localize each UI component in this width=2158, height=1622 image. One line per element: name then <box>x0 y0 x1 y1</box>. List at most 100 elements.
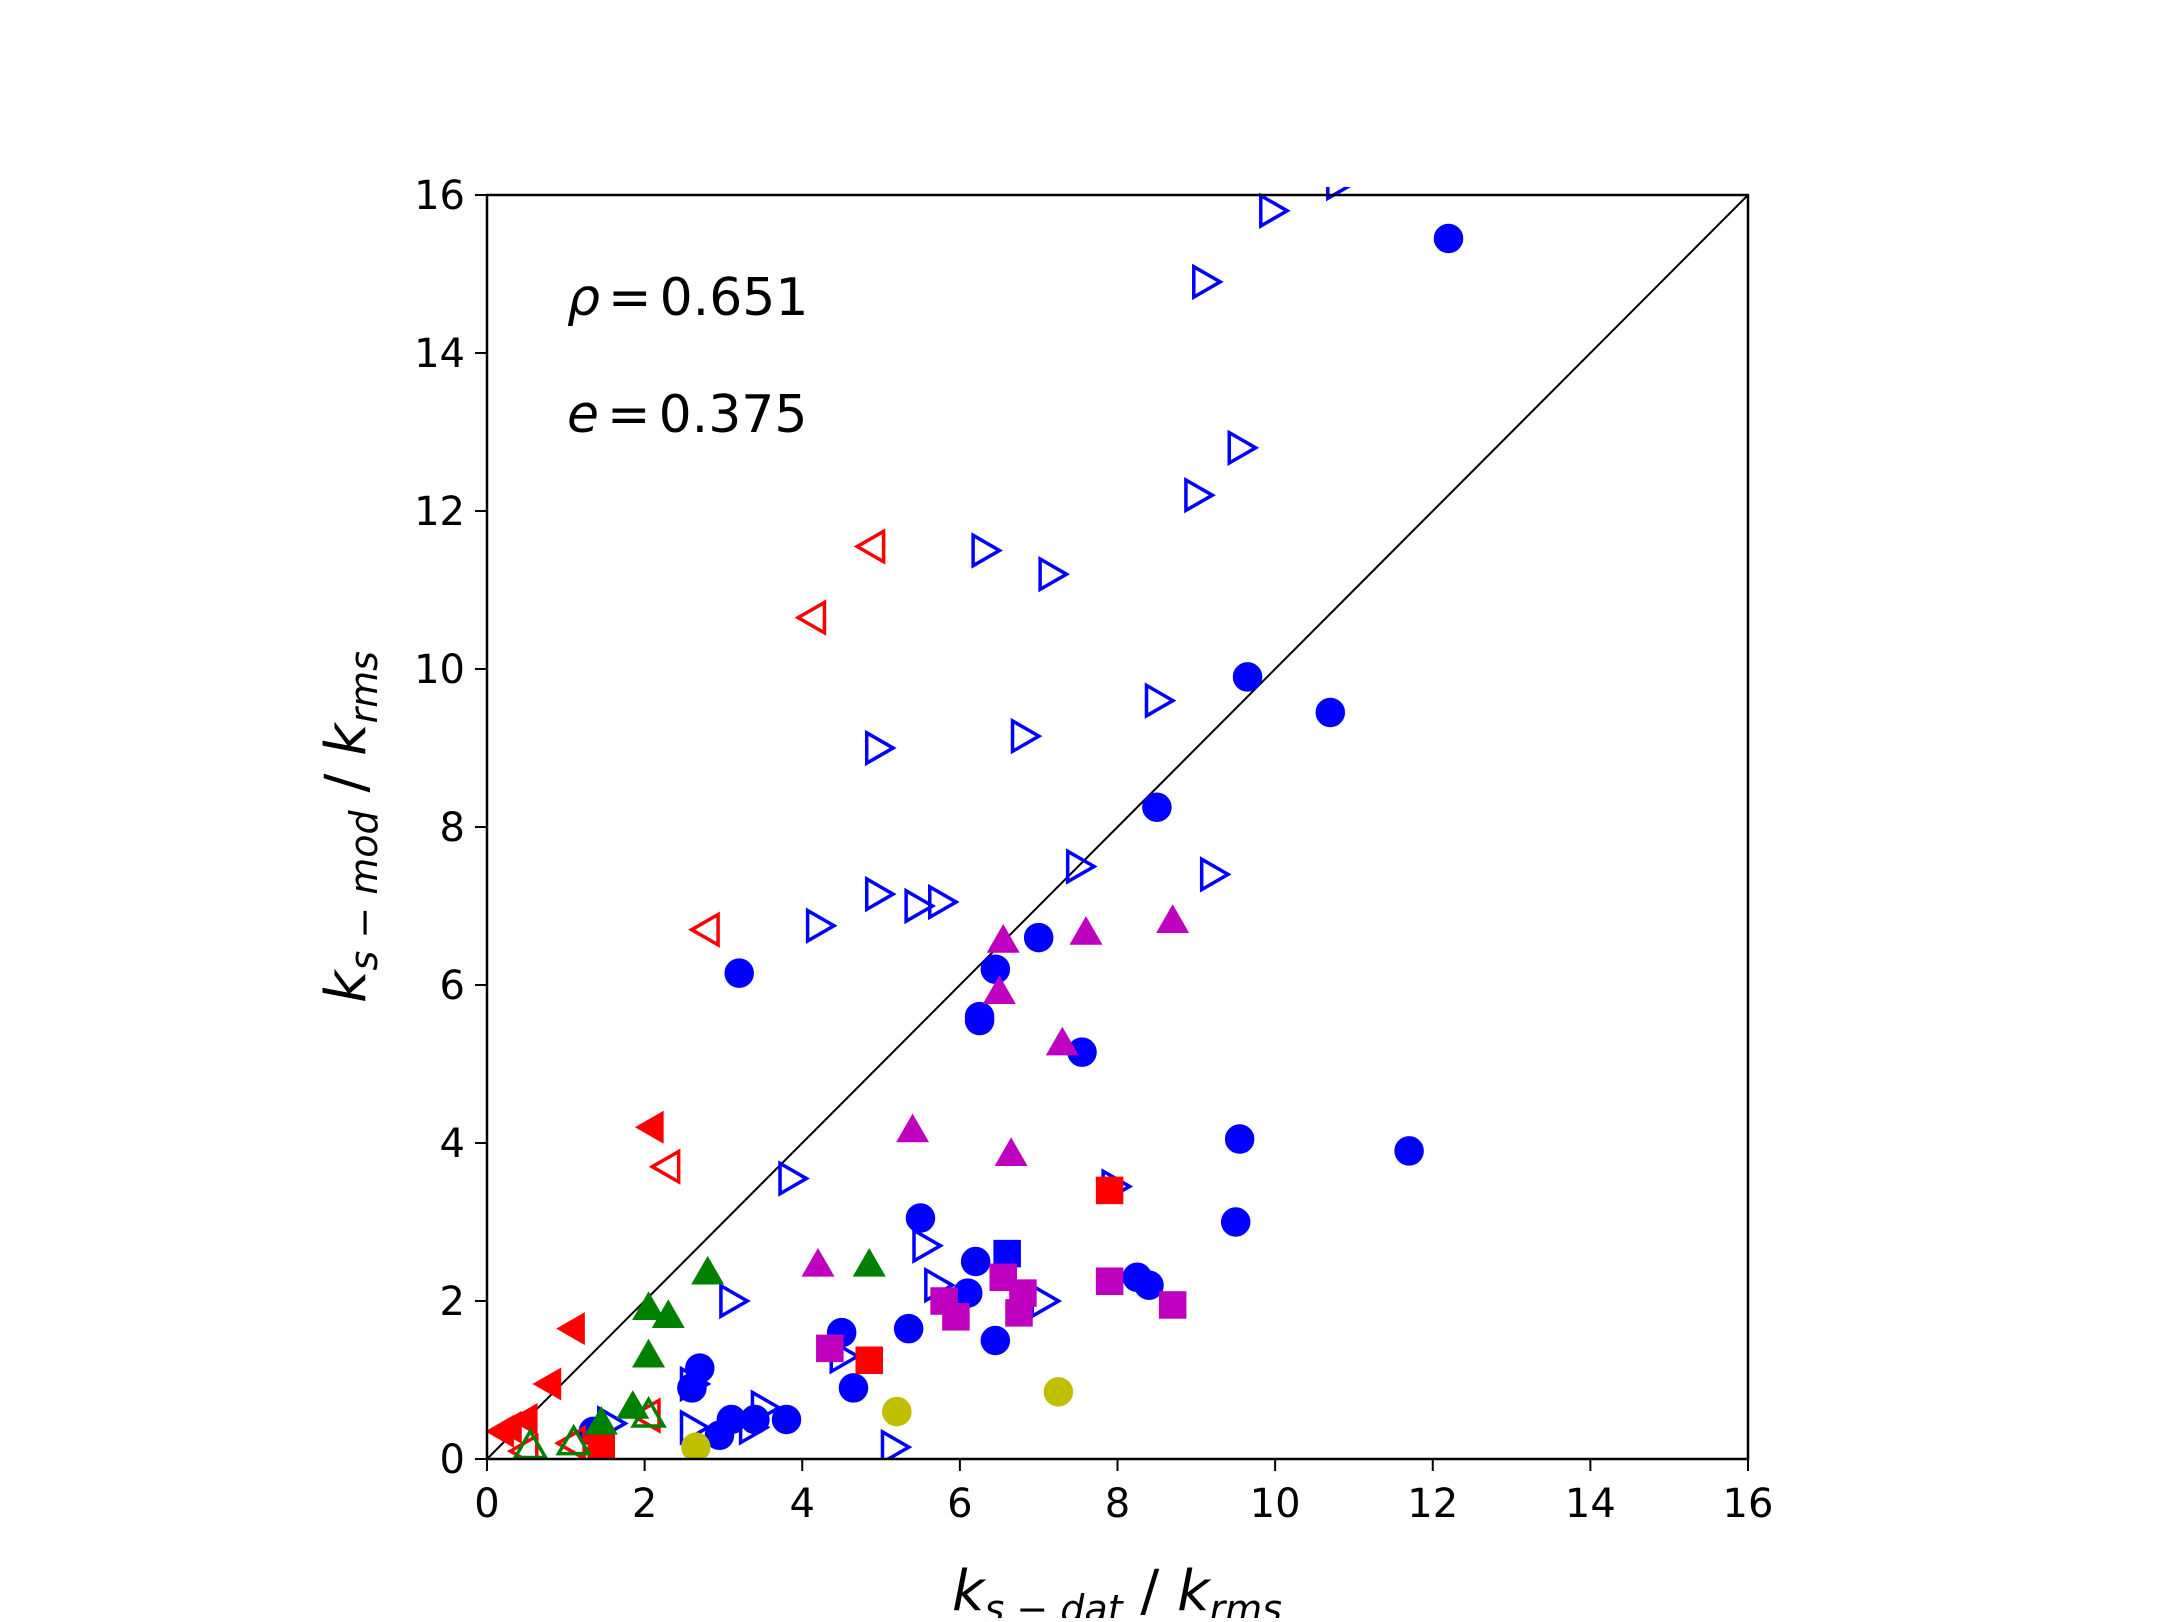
olive-circle-point-1 <box>1043 1377 1074 1407</box>
e-annotation: e = 0.375 <box>567 385 807 445</box>
blue-triangle-right-point-9 <box>864 729 897 767</box>
series-red-square <box>587 1176 1124 1459</box>
x-tick-label-8: 16 <box>1723 1481 1774 1527</box>
red-square-point-0 <box>1095 1176 1124 1205</box>
magenta-triangle-up-point-3 <box>982 975 1016 1005</box>
red-triangle-left-open-point-1 <box>794 599 827 636</box>
blue-triangle-right-point-16 <box>778 1160 810 1197</box>
series-red-triangle-left-filled <box>487 1110 664 1456</box>
x-tick-label-2: 4 <box>790 1481 815 1527</box>
blue-circle-point-14 <box>960 1246 991 1277</box>
blue-triangle-right-point-12 <box>864 875 897 913</box>
red-triangle-left-filled-point-5 <box>487 1414 514 1448</box>
red-triangle-left-open-point-0 <box>853 528 886 565</box>
magenta-square-point-7 <box>816 1334 844 1363</box>
blue-triangle-right-point-11 <box>1199 856 1232 893</box>
blue-circle-point-12 <box>1220 1207 1251 1237</box>
blue-triangle-right-point-20 <box>719 1282 751 1320</box>
olive-circle-point-2 <box>681 1432 711 1459</box>
rho-equals: = <box>608 268 652 328</box>
e-equals: = <box>607 385 651 445</box>
blue-circle-point-10 <box>1224 1124 1255 1154</box>
magenta-triangle-up-point-4 <box>1045 1026 1079 1056</box>
x-tick-label-3: 6 <box>947 1481 972 1527</box>
blue-triangle-right-point-26 <box>750 1389 783 1426</box>
x-tick-label-4: 8 <box>1105 1481 1130 1527</box>
identity-reference-line <box>486 194 1749 1460</box>
blue-circle-point-27 <box>704 1420 735 1451</box>
x-tick-label-5: 10 <box>1250 1481 1301 1527</box>
y-tick-label-3: 6 <box>440 963 465 1009</box>
green-triangle-up-open-point-1 <box>555 1423 592 1456</box>
blue-triangle-right-point-7 <box>1144 682 1177 719</box>
blue-triangle-right-point-27 <box>738 1409 771 1446</box>
y-axis-label: ks − mod / krms <box>314 651 386 1003</box>
magenta-square-point-5 <box>1095 1267 1124 1295</box>
magenta-triangle-up-point-7 <box>801 1247 835 1277</box>
magenta-triangle-up-point-5 <box>896 1113 930 1143</box>
blue-triangle-right-point-4 <box>1184 476 1216 514</box>
blue-circle-point-20 <box>980 1325 1011 1356</box>
series-blue-square <box>993 1239 1021 1268</box>
olive-circle-point-0 <box>882 1396 912 1427</box>
blue-circle-point-15 <box>953 1278 983 1308</box>
blue-triangle-right-point-14 <box>928 883 960 921</box>
rho-symbol: ρ <box>567 268 600 328</box>
blue-triangle-right-point-10 <box>1065 848 1098 885</box>
e-symbol: e <box>567 385 599 445</box>
x-axis-label: ks − dat / krms <box>952 1559 1282 1618</box>
blue-triangle-right-point-18 <box>912 1227 944 1264</box>
blue-circle-point-7 <box>964 1005 995 1036</box>
y-tick-label-5: 10 <box>414 647 465 693</box>
green-triangle-up-filled-point-2 <box>632 1291 666 1321</box>
axis-ticks-layer: 0 2 4 6 8 10 12 14 16 0 2 4 6 8 10 12 14 16 <box>414 173 1773 1527</box>
y-tick-label-4: 8 <box>440 805 465 851</box>
blue-circle-point-0 <box>1433 223 1464 254</box>
blue-circle-point-11 <box>1394 1136 1424 1166</box>
x-tick-label-0: 0 <box>474 1481 499 1527</box>
magenta-square-point-6 <box>1158 1291 1187 1319</box>
x-tick-label-1: 2 <box>632 1481 657 1527</box>
blue-triangle-right-point-6 <box>1038 555 1071 593</box>
blue-triangle-right-point-0 <box>1326 187 1351 202</box>
green-triangle-up-filled-point-4 <box>632 1338 666 1368</box>
blue-triangle-right-point-15 <box>805 907 838 944</box>
rho-annotation: ρ = 0.651 <box>567 268 808 328</box>
blue-triangle-right-point-24 <box>679 1365 712 1403</box>
y-tick-label-0: 0 <box>440 1437 465 1483</box>
blue-circle-point-5 <box>980 954 1011 984</box>
green-triangle-up-open-point-2 <box>512 1427 549 1459</box>
rho-value: 0.651 <box>660 268 809 328</box>
y-tick-label-1: 2 <box>440 1279 465 1325</box>
x-tick-label-6: 12 <box>1407 1481 1458 1527</box>
red-triangle-left-open-point-3 <box>648 1148 681 1185</box>
blue-triangle-right-point-5 <box>971 532 1004 569</box>
magenta-square-point-4 <box>1005 1299 1033 1327</box>
green-triangle-up-filled-point-6 <box>584 1405 618 1435</box>
series-olive-circle <box>681 1377 1074 1459</box>
y-tick-label-2: 4 <box>440 1121 465 1167</box>
y-tick-label-6: 12 <box>414 489 465 535</box>
magenta-triangle-up-point-0 <box>986 924 1020 953</box>
magenta-triangle-up-point-2 <box>1156 904 1190 933</box>
blue-square-point-0 <box>993 1239 1021 1268</box>
red-square-point-2 <box>587 1433 616 1459</box>
y-tick-label-8: 16 <box>414 173 465 219</box>
blue-circle-point-1 <box>1232 662 1263 692</box>
series-magenta-triangle-up <box>801 904 1190 1277</box>
blue-circle-point-13 <box>905 1203 936 1233</box>
blue-circle-point-26 <box>771 1404 802 1435</box>
blue-circle-point-17 <box>1134 1270 1164 1300</box>
red-triangle-left-filled-point-1 <box>556 1312 585 1346</box>
green-triangle-up-filled-point-0 <box>691 1255 725 1285</box>
blue-circle-point-18 <box>893 1313 924 1344</box>
red-triangle-left-open-point-2 <box>688 911 720 948</box>
blue-triangle-right-point-13 <box>904 887 937 925</box>
magenta-triangle-up-point-6 <box>994 1137 1028 1166</box>
blue-circle-point-21 <box>838 1373 869 1403</box>
blue-triangle-right-point-8 <box>1010 717 1043 755</box>
magenta-square-point-3 <box>942 1303 970 1331</box>
e-value: 0.375 <box>659 385 808 445</box>
series-green-triangle-up-open <box>512 1396 667 1459</box>
